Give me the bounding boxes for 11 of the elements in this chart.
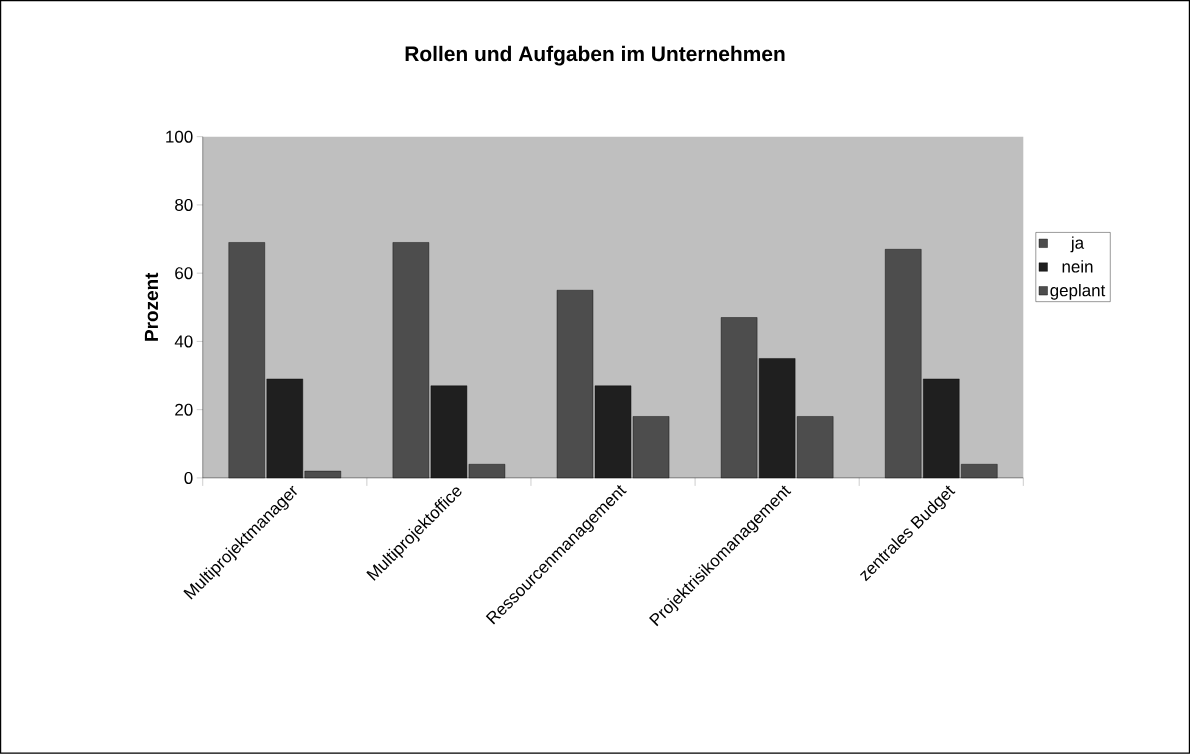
y-tick-label: 100 [166,130,193,143]
y-tick-label: 60 [175,267,193,280]
y-tick-label: 40 [174,335,193,348]
y-tick-label: 20 [175,403,193,416]
y-axis-title: Prozent [144,272,159,341]
chart-title: Rollen und Aufgaben im Unternehmen [405,45,785,66]
y-tick-label: 80 [175,199,193,212]
legend-label: geplant [1050,284,1106,300]
legend-label: ja [1070,236,1085,253]
legend-label: nein [1062,260,1093,273]
y-tick-label: 0 [184,472,193,485]
